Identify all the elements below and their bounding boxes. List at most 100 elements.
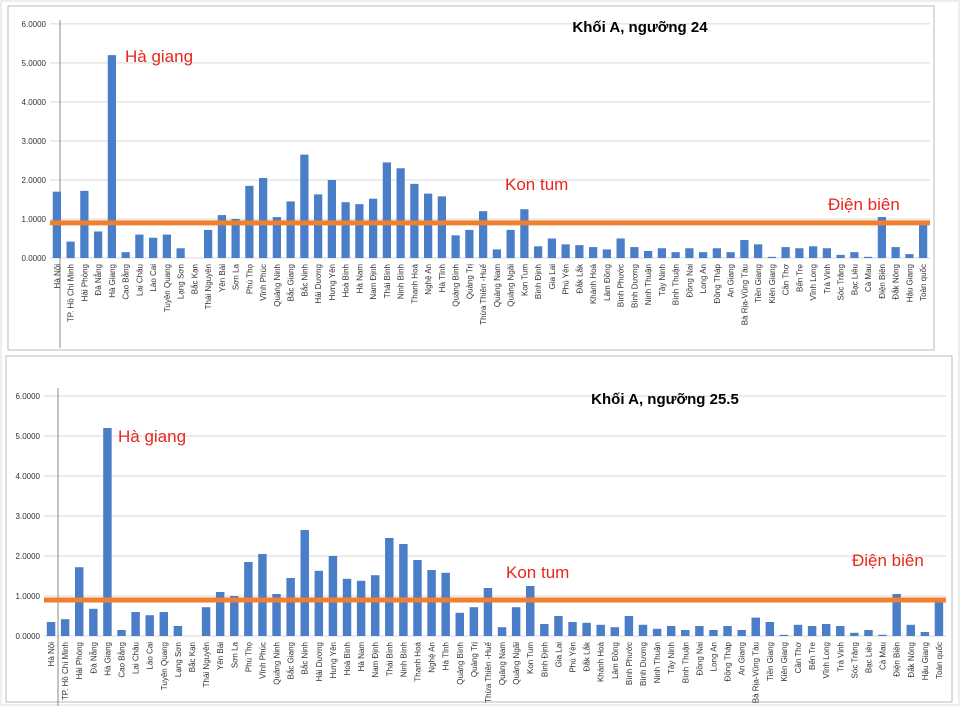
- annotation: Kon tum: [505, 175, 568, 194]
- bar: [534, 246, 543, 258]
- bar: [906, 624, 915, 636]
- x-tick-label: Hà Tĩnh: [438, 264, 447, 292]
- x-tick-label: Quảng Ninh: [273, 264, 282, 307]
- bar: [60, 619, 70, 636]
- bar: [695, 626, 704, 636]
- x-tick-label: Hưng Yên: [328, 264, 337, 300]
- x-tick-label: Tây Ninh: [667, 642, 676, 674]
- bar: [624, 616, 634, 636]
- x-tick-label: Hà Nam: [357, 642, 366, 672]
- x-tick-label: Ninh Bình: [397, 264, 406, 299]
- bar: [671, 252, 680, 258]
- bar: [215, 592, 225, 636]
- x-tick-label: Hoà Bình: [342, 264, 351, 297]
- bar: [767, 256, 776, 258]
- x-tick-label: Bà Rịa-Vũng Tàu: [752, 642, 761, 703]
- x-tick-label: Hà Nam: [355, 264, 364, 294]
- bar: [809, 246, 818, 258]
- x-tick-label: Toàn quốc: [935, 642, 944, 679]
- bar: [497, 627, 507, 636]
- bar: [737, 630, 746, 636]
- annotation: Điện biên: [852, 551, 924, 570]
- x-tick-label: Đắk Lắk: [575, 263, 584, 293]
- bar: [685, 248, 694, 258]
- x-tick-label: Đồng Tháp: [724, 641, 733, 681]
- x-tick-label: Kiên Giang: [768, 264, 777, 304]
- bar: [740, 240, 749, 258]
- x-tick-label: Bắc Kạn: [190, 264, 199, 294]
- bar: [795, 248, 804, 258]
- x-tick-label: Quảng Ngãi: [507, 264, 516, 307]
- x-tick-label: Vĩnh Long: [809, 264, 818, 300]
- x-tick-label: Long An: [699, 264, 708, 293]
- bar: [575, 245, 584, 258]
- bar: [596, 624, 605, 636]
- panel: [5, 355, 953, 703]
- x-tick-label: Bắc Giang: [287, 642, 296, 679]
- x-tick-label: Lai Châu: [135, 264, 144, 296]
- x-tick-label: Quảng Bình: [456, 642, 465, 685]
- bar: [850, 632, 859, 636]
- x-tick-label: Đắk Nông: [892, 264, 901, 300]
- bar: [258, 554, 267, 636]
- x-tick-label: Ninh Thuận: [653, 642, 662, 683]
- y-tick-label: 6.0000: [16, 392, 41, 401]
- bar: [107, 55, 116, 259]
- bar: [511, 607, 521, 636]
- bar: [231, 218, 240, 258]
- x-tick-label: Cần Thơ: [782, 263, 791, 295]
- bar: [259, 178, 268, 258]
- bar: [630, 247, 639, 258]
- bar: [779, 634, 789, 636]
- bar: [465, 229, 474, 258]
- x-tick-label: Bạc Liêu: [850, 264, 859, 295]
- bar: [712, 248, 721, 258]
- bar: [370, 575, 380, 636]
- x-tick-label: Thái Bình: [385, 642, 394, 676]
- bar: [699, 252, 708, 258]
- bar: [822, 248, 831, 258]
- x-tick-label: Gia Lai: [554, 642, 563, 668]
- x-tick-label: TP. Hồ Chí Minh: [61, 642, 70, 700]
- x-tick-label: Hà Giang: [103, 642, 112, 676]
- bar: [666, 626, 676, 636]
- bar: [657, 248, 666, 258]
- bar: [920, 632, 930, 636]
- bar: [399, 544, 408, 636]
- y-tick-label: 1.0000: [22, 215, 47, 224]
- x-tick-label: Hậu Giang: [905, 264, 914, 302]
- x-tick-label: Đồng Nai: [695, 642, 704, 676]
- bar: [342, 578, 352, 636]
- bar: [355, 204, 364, 258]
- bar: [793, 624, 803, 636]
- bar: [382, 162, 391, 258]
- bar: [723, 626, 732, 636]
- x-tick-label: Lâm Đồng: [611, 642, 620, 679]
- x-tick-label: Sóc Trăng: [850, 642, 859, 678]
- x-tick-label: Nghệ An: [428, 642, 437, 673]
- x-tick-label: Cà Mau: [879, 642, 888, 670]
- x-tick-label: Bình Dương: [630, 264, 639, 308]
- bar: [526, 586, 535, 636]
- x-tick-label: Yên Bái: [218, 264, 227, 292]
- bar: [369, 198, 378, 258]
- bar: [781, 247, 790, 258]
- bar: [145, 615, 154, 636]
- bar: [919, 222, 928, 258]
- y-tick-label: 2.0000: [16, 552, 41, 561]
- x-tick-label: Hà Nội: [47, 642, 56, 667]
- x-tick-label: Hà Tĩnh: [442, 642, 451, 670]
- bar: [547, 238, 556, 258]
- x-tick-label: An Giang: [727, 264, 736, 297]
- x-tick-label: Bà Rịa-Vũng Tàu: [740, 264, 749, 325]
- x-tick-label: Hải Dương: [315, 642, 324, 682]
- x-tick-label: Hậu Giang: [921, 642, 930, 680]
- bar: [540, 624, 549, 636]
- annotation: Hà giang: [118, 427, 186, 446]
- bar: [602, 249, 611, 258]
- x-tick-label: Đắk Lắk: [583, 641, 592, 671]
- x-tick-label: Bình Định: [534, 264, 543, 299]
- bar: [217, 215, 226, 258]
- bar: [356, 580, 366, 636]
